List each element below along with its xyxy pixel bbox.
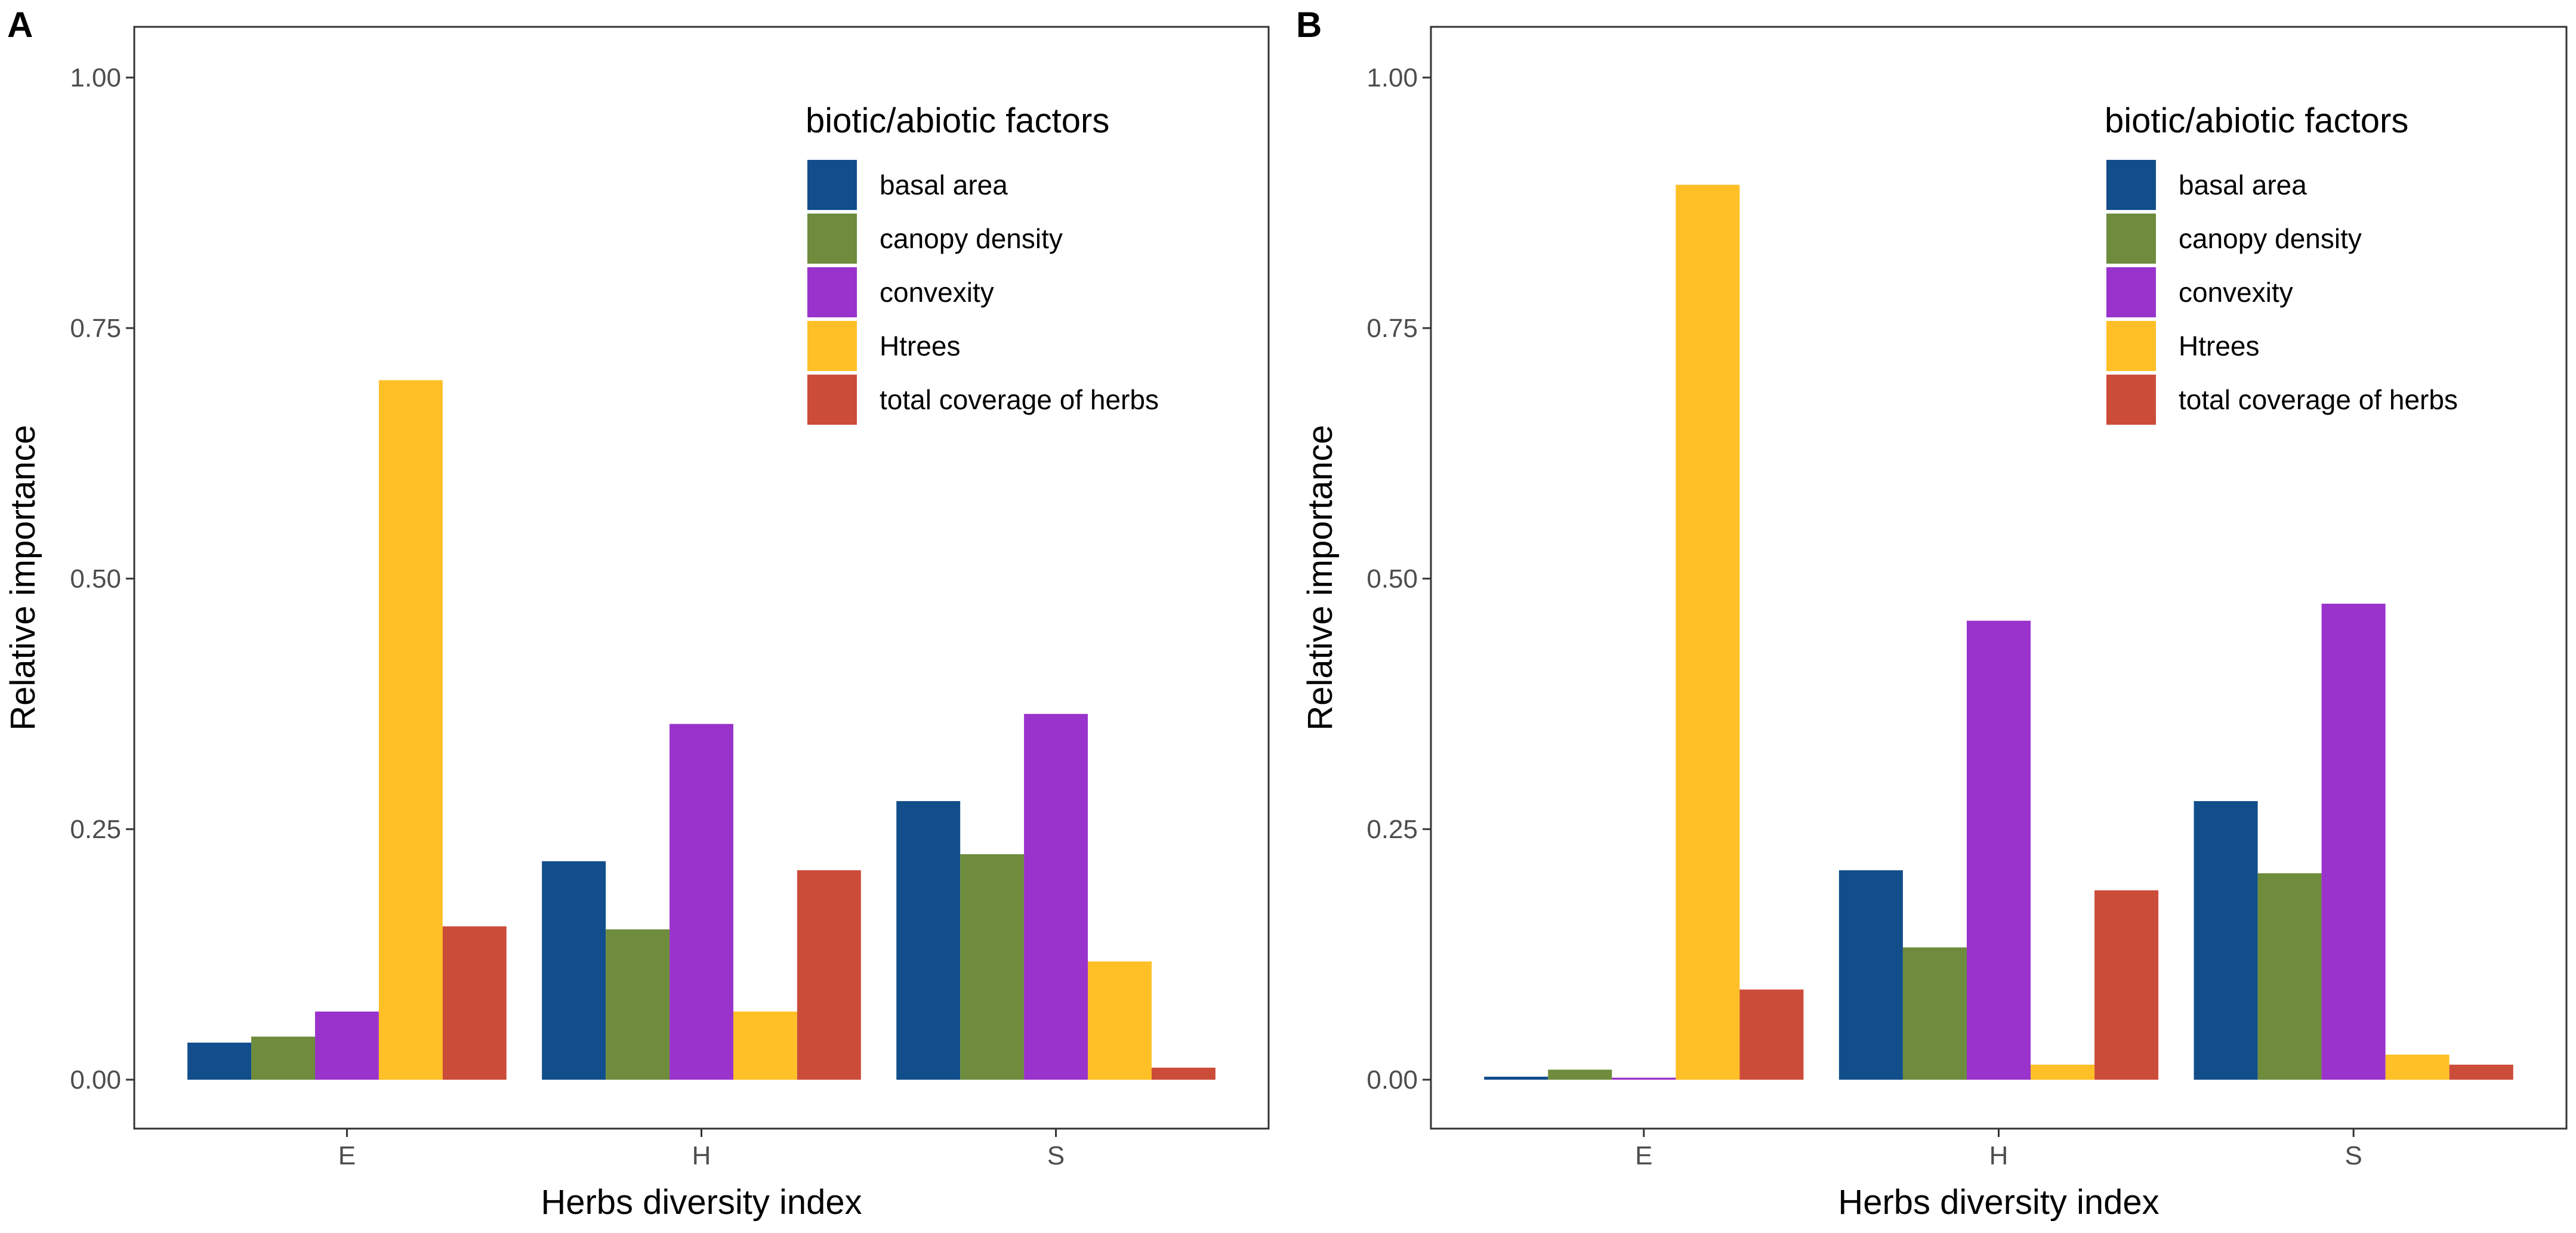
legend: biotic/abiotic factors basal area canopy d… bbox=[806, 101, 1159, 425]
bar bbox=[797, 870, 861, 1080]
y-tick-label: 0.75 bbox=[70, 314, 121, 343]
bar bbox=[187, 1042, 252, 1080]
legend-key bbox=[2106, 160, 2156, 210]
x-axis-title: Herbs diversity index bbox=[1838, 1183, 2159, 1222]
bar bbox=[733, 1011, 797, 1080]
legend-key bbox=[807, 214, 857, 264]
legend-label: basal area bbox=[2179, 169, 2307, 200]
x-tick-label: S bbox=[2345, 1141, 2362, 1170]
legend-key bbox=[807, 267, 857, 317]
bar bbox=[2449, 1064, 2513, 1080]
bar bbox=[896, 801, 961, 1080]
bar bbox=[960, 854, 1025, 1080]
x-tick-label: E bbox=[338, 1141, 356, 1170]
bar bbox=[2094, 890, 2159, 1080]
y-tick-label: 0.75 bbox=[1366, 314, 1418, 343]
legend-label: Htrees bbox=[880, 330, 960, 361]
legend-label: canopy density bbox=[2179, 223, 2362, 254]
x-tick-label: H bbox=[692, 1141, 711, 1170]
legend: biotic/abiotic factors basal area canopy d… bbox=[2105, 101, 2458, 425]
bar bbox=[1484, 1076, 1548, 1080]
y-tick-label: 0.00 bbox=[1366, 1065, 1418, 1095]
bar bbox=[1088, 961, 1152, 1080]
panel-border bbox=[1430, 26, 2568, 1130]
x-axis-title: Herbs diversity index bbox=[541, 1183, 862, 1222]
x-tick-label: S bbox=[1047, 1141, 1065, 1170]
y-tick-label: 0.25 bbox=[70, 815, 121, 844]
y-axis-title: Relative importance bbox=[1301, 425, 1340, 731]
legend-key bbox=[2106, 267, 2156, 317]
bar bbox=[2385, 1055, 2449, 1080]
bar bbox=[1024, 713, 1088, 1080]
bar bbox=[1902, 947, 1967, 1080]
legend-title: biotic/abiotic factors bbox=[806, 101, 1109, 140]
y-tick-label: 1.00 bbox=[70, 63, 121, 92]
bar bbox=[251, 1036, 315, 1080]
bar bbox=[1676, 184, 1740, 1080]
bar bbox=[542, 861, 606, 1080]
panel-label: A bbox=[7, 5, 33, 45]
legend-key bbox=[2106, 321, 2156, 371]
legend-key bbox=[807, 160, 857, 210]
panel-border bbox=[133, 26, 1270, 1130]
bar bbox=[1612, 1077, 1676, 1080]
legend-label: convexity bbox=[2179, 277, 2293, 308]
legend-label: total coverage of herbs bbox=[2179, 384, 2458, 415]
bar bbox=[2257, 873, 2322, 1080]
y-tick-label: 0.50 bbox=[1366, 564, 1418, 594]
legend-label: canopy density bbox=[880, 223, 1063, 254]
y-axis-title: Relative importance bbox=[4, 425, 42, 731]
x-tick-label: H bbox=[1989, 1141, 2009, 1170]
bar bbox=[2194, 801, 2258, 1080]
bar bbox=[2031, 1064, 2095, 1080]
bar bbox=[1966, 620, 2031, 1080]
panel-label: B bbox=[1296, 5, 1322, 45]
legend-label: convexity bbox=[880, 277, 994, 308]
panel-a: A 0.00 0.25 0.50 0.75 1.00 E H S Herbs diversity … bbox=[4, 5, 1270, 1222]
legend-key bbox=[807, 321, 857, 371]
panel-b: B 0.00 0.25 0.50 0.75 1.00 E H S Herbs diversity … bbox=[1296, 5, 2568, 1222]
bar bbox=[1838, 870, 1903, 1080]
legend-key bbox=[2106, 214, 2156, 264]
y-tick-label: 0.25 bbox=[1366, 815, 1418, 844]
bar bbox=[606, 929, 670, 1080]
legend-key bbox=[2106, 375, 2156, 425]
bar bbox=[314, 1011, 379, 1080]
bar bbox=[2321, 604, 2386, 1080]
x-tick-label: E bbox=[1635, 1141, 1652, 1170]
bar bbox=[442, 926, 507, 1080]
bar bbox=[670, 724, 733, 1080]
y-tick-label: 0.00 bbox=[70, 1065, 121, 1095]
bar bbox=[1548, 1070, 1612, 1080]
y-tick-label: 1.00 bbox=[1366, 63, 1418, 92]
legend-key bbox=[807, 375, 857, 425]
legend-label: Htrees bbox=[2179, 330, 2259, 361]
bar bbox=[1151, 1067, 1215, 1080]
bar bbox=[1739, 989, 1804, 1080]
bar bbox=[378, 380, 443, 1080]
y-tick-label: 0.50 bbox=[70, 564, 121, 594]
legend-label: basal area bbox=[880, 169, 1008, 200]
legend-label: total coverage of herbs bbox=[880, 384, 1159, 415]
legend-title: biotic/abiotic factors bbox=[2105, 101, 2408, 140]
